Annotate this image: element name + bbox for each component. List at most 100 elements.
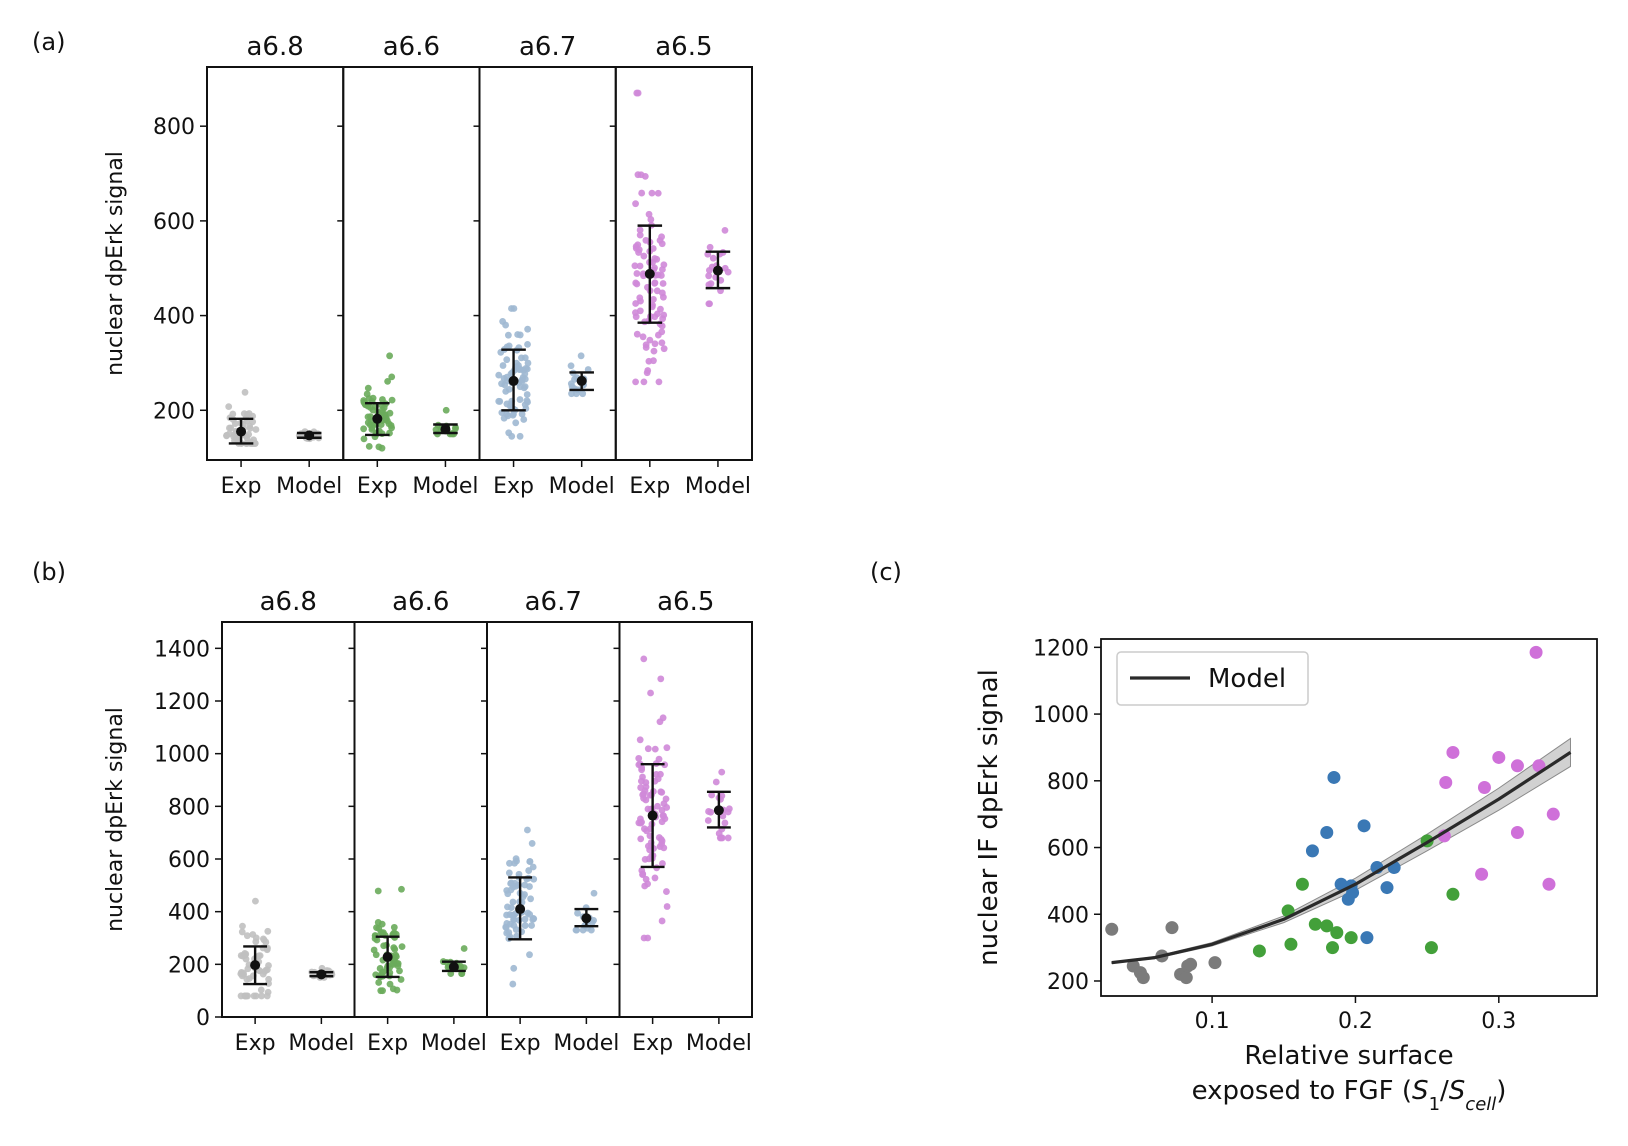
- data-point: [1344, 931, 1358, 945]
- data-point: [258, 992, 265, 1000]
- data-point: [636, 262, 644, 270]
- data-point: [1208, 956, 1222, 970]
- data-point: [372, 951, 380, 959]
- facet-a6-6: a6.6 Exp Model: [353, 587, 488, 1056]
- data-point: [638, 867, 646, 874]
- data-point: [507, 886, 515, 894]
- data-point: [579, 390, 587, 398]
- data-point: [649, 245, 657, 252]
- data-point: [513, 932, 521, 940]
- mean-marker: [372, 413, 383, 424]
- data-point: [375, 443, 383, 451]
- facet-title: a6.8: [246, 32, 303, 62]
- data-point: [1446, 745, 1460, 759]
- data-point: [507, 904, 515, 912]
- x-label-part: /: [1440, 1076, 1449, 1106]
- data-point: [655, 378, 663, 386]
- data-point: [725, 805, 733, 813]
- mean-marker: [304, 430, 315, 441]
- data-point: [632, 279, 640, 287]
- data-point: [635, 754, 643, 762]
- y-tick-label: 1000: [154, 743, 210, 768]
- mean-marker: [576, 375, 587, 386]
- plot-frame: [1100, 638, 1598, 997]
- y-tick-label: 600: [1047, 837, 1089, 862]
- data-point: [452, 425, 459, 433]
- y-tick-label: 800: [153, 115, 195, 140]
- data-point: [654, 310, 661, 318]
- data-point: [663, 804, 671, 811]
- data-point: [514, 331, 522, 338]
- data-point: [229, 410, 237, 418]
- panel-label-a: (a): [32, 28, 65, 56]
- data-point: [632, 313, 640, 321]
- x-label-part: ): [1496, 1076, 1506, 1106]
- data-point: [651, 745, 659, 753]
- facet-frame: [206, 66, 345, 461]
- x-tick-label: Model: [549, 474, 615, 499]
- data-point: [510, 305, 518, 312]
- x-tick-label: Exp: [357, 474, 398, 499]
- x-tick-label: Model: [686, 1031, 752, 1056]
- x-tick-label: Exp: [367, 1031, 408, 1056]
- mean-marker: [382, 951, 393, 962]
- data-point: [528, 840, 536, 847]
- data-point: [506, 859, 513, 867]
- y-tick-label: 1200: [154, 690, 210, 715]
- data-point: [360, 435, 368, 443]
- data-point: [1346, 886, 1360, 900]
- data-point: [632, 378, 640, 386]
- data-point: [584, 366, 592, 373]
- data-point: [659, 812, 667, 820]
- data-point: [642, 341, 650, 349]
- data-point: [724, 268, 732, 276]
- facet-a6-7: a6.7 Exp Model: [486, 587, 621, 1056]
- data-point: [634, 241, 642, 249]
- data-point: [252, 934, 260, 942]
- data-point: [499, 362, 507, 369]
- data-point: [524, 340, 531, 348]
- data-point: [360, 425, 368, 433]
- data-point: [231, 420, 239, 427]
- data-point: [526, 910, 534, 918]
- data-point: [516, 383, 524, 391]
- y-tick-label: 400: [168, 901, 210, 926]
- data-point: [1334, 877, 1348, 891]
- data-point: [641, 172, 649, 180]
- data-point: [658, 233, 665, 241]
- data-point: [709, 254, 717, 262]
- data-point: [369, 394, 377, 402]
- data-point: [503, 911, 510, 919]
- data-point: [633, 330, 641, 338]
- data-point: [505, 869, 513, 877]
- data-point: [520, 416, 528, 423]
- data-point: [654, 331, 662, 339]
- data-point: [377, 928, 385, 936]
- data-point: [521, 354, 529, 362]
- data-point: [708, 791, 716, 799]
- data-point: [241, 950, 249, 957]
- y-tick-label: 600: [168, 848, 210, 873]
- data-point: [503, 356, 511, 364]
- x-label-part: exposed to FGF (: [1192, 1076, 1412, 1106]
- data-point: [511, 859, 518, 867]
- data-point: [529, 916, 537, 923]
- x-tick-label: Model: [553, 1031, 619, 1056]
- data-point: [705, 272, 713, 280]
- data-point: [658, 289, 666, 297]
- data-point: [398, 943, 406, 951]
- data-point: [1477, 780, 1491, 794]
- data-point: [505, 342, 513, 350]
- data-point: [636, 307, 644, 315]
- data-point: [1542, 877, 1556, 891]
- data-point: [640, 378, 648, 386]
- data-point: [647, 689, 654, 697]
- data-point: [244, 992, 251, 1000]
- panel-c: (c) 200 400 600 800 1000 1200 0.1 0.2 0.3 nuclear…: [870, 558, 1598, 1115]
- data-point: [239, 922, 246, 930]
- data-point: [651, 340, 659, 348]
- data-point: [521, 922, 529, 929]
- data-point: [388, 373, 396, 381]
- data-point: [510, 916, 518, 924]
- data-point: [572, 926, 580, 934]
